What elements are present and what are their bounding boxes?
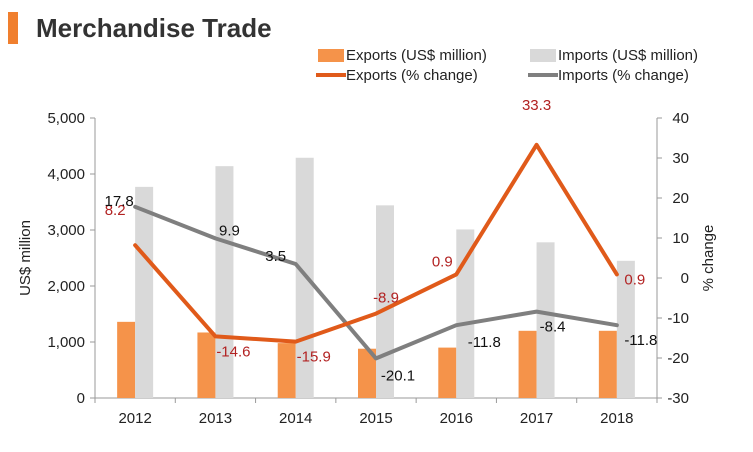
right-axis-title: % change <box>700 225 717 292</box>
exports-bar <box>518 330 537 398</box>
right-tick-label: -20 <box>667 350 689 367</box>
exports-change-data-label: -15.9 <box>297 349 331 366</box>
legend-exports-line: Exports (% change) <box>316 67 478 84</box>
exports-bar <box>598 330 617 398</box>
imports-bar <box>616 260 635 398</box>
exports-change-data-label: -14.6 <box>216 343 250 360</box>
x-tick-label: 2015 <box>359 410 392 427</box>
exports-change-data-label: 0.9 <box>624 271 645 288</box>
legend-exports-bar: Exports (US$ million) <box>318 47 487 64</box>
right-tick-label: 20 <box>672 190 689 207</box>
imports-bar <box>536 242 555 398</box>
right-tick-label: -30 <box>667 390 689 407</box>
right-tick-label: 10 <box>672 230 689 247</box>
x-tick-label: 2017 <box>520 410 553 427</box>
legend-imports-line: Imports (% change) <box>528 67 689 84</box>
lines <box>133 142 619 361</box>
imports-change-data-label: -8.4 <box>540 319 566 336</box>
imports-change-data-label: -11.8 <box>468 334 501 351</box>
exports-bar <box>277 343 296 398</box>
exports-bar <box>197 332 216 398</box>
exports-change-data-label: 33.3 <box>522 97 551 114</box>
left-tick-label: 1,000 <box>47 334 85 351</box>
right-tick-label: 30 <box>672 150 689 167</box>
exports-bar <box>117 321 136 398</box>
imports-change-data-label: 3.5 <box>265 248 286 265</box>
exports-change-line <box>133 142 619 344</box>
exports-change-data-label: -8.9 <box>373 290 399 307</box>
right-tick-label: 40 <box>672 110 689 127</box>
chart-title: Merchandise Trade <box>36 13 272 43</box>
title-accent-bar <box>8 12 18 44</box>
x-tick-label: 2012 <box>118 410 151 427</box>
legend: Exports (US$ million) Imports (US$ millio… <box>316 47 698 84</box>
x-tick-label: 2016 <box>440 410 473 427</box>
data-labels: 8.2 -14.6 -15.9 -8.9 0.9 33.3 0.9 17.8 9.9 3.5 -20… <box>105 97 658 385</box>
imports-bar <box>135 186 154 398</box>
imports-change-data-label: 9.9 <box>219 222 240 239</box>
right-tick-label: 0 <box>681 270 689 287</box>
left-tick-label: 4,000 <box>47 166 85 183</box>
left-tick-label: 2,000 <box>47 278 85 295</box>
legend-label: Exports (% change) <box>346 67 478 84</box>
x-tick-label: 2014 <box>279 410 312 427</box>
legend-label: Imports (US$ million) <box>558 47 698 64</box>
exports-bar <box>438 347 457 398</box>
exports-bar <box>358 348 376 398</box>
legend-swatch <box>530 49 556 62</box>
left-tick-label: 3,000 <box>47 222 85 239</box>
imports-change-data-label: 17.8 <box>105 193 134 210</box>
bars <box>117 157 635 398</box>
legend-swatch <box>318 49 344 62</box>
x-tick-label: 2013 <box>199 410 232 427</box>
exports-change-data-label: 8.2 <box>105 202 126 219</box>
imports-bar <box>376 205 394 398</box>
imports-change-line <box>133 204 619 361</box>
imports-bar <box>215 166 234 398</box>
right-tick-label: -10 <box>667 310 689 327</box>
x-tick-label: 2018 <box>600 410 633 427</box>
axes: 0 1,000 2,000 3,000 4,000 5,000 -30 -20 -10 0 10 20… <box>17 110 717 427</box>
left-tick-label: 5,000 <box>47 110 85 127</box>
legend-label: Imports (% change) <box>558 67 689 84</box>
imports-change-data-label: -20.1 <box>381 367 415 384</box>
left-axis-title: US$ million <box>17 220 34 296</box>
legend-label: Exports (US$ million) <box>346 47 487 64</box>
legend-imports-bar: Imports (US$ million) <box>530 47 698 64</box>
imports-bar <box>456 229 475 398</box>
left-tick-label: 0 <box>77 390 85 407</box>
imports-change-data-label: -11.8 <box>624 332 657 349</box>
exports-change-data-label: 0.9 <box>432 253 453 270</box>
